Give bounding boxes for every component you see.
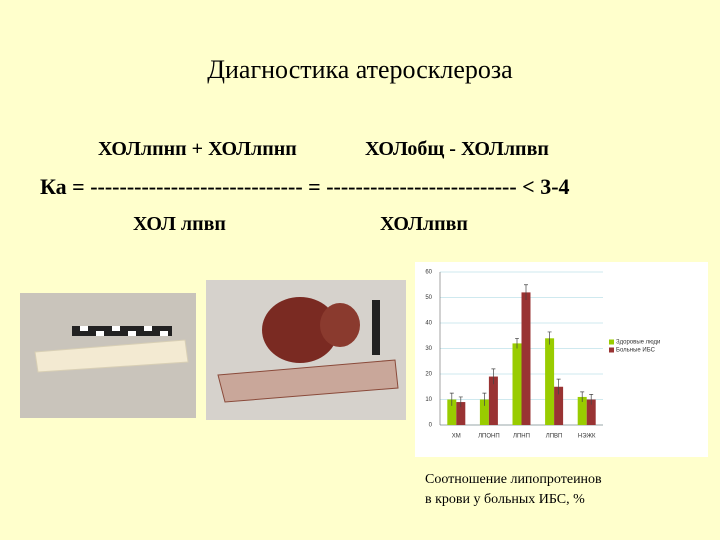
- error-bar: [580, 391, 585, 403]
- photo-right: [206, 280, 406, 420]
- x-tick-label: ЛПОНП: [478, 434, 500, 440]
- error-bar: [589, 394, 594, 405]
- photo-left: [20, 293, 196, 418]
- error-bar: [449, 392, 454, 406]
- y-tick-label: 40: [425, 321, 432, 327]
- error-bar: [482, 392, 487, 406]
- y-tick-label: 60: [425, 270, 432, 276]
- caption-line: Соотношение липопротеинов: [425, 472, 602, 487]
- numerator: ХОЛлпнп + ХОЛлпнп: [98, 138, 297, 160]
- bar: [456, 402, 466, 425]
- slide-title: Диагностика атеросклероза: [207, 55, 513, 84]
- x-tick-label: НЭЖК: [578, 434, 596, 440]
- x-tick-label: ЛПВП: [546, 434, 563, 440]
- denominator: ХОЛлпвп: [380, 213, 468, 235]
- y-tick-label: 10: [425, 397, 432, 403]
- bar: [488, 376, 498, 425]
- chart-panel: [415, 262, 708, 457]
- error-bar: [547, 331, 552, 345]
- error-bar: [491, 368, 496, 385]
- y-tick-label: 20: [425, 372, 432, 378]
- error-bar: [458, 396, 463, 408]
- legend-swatch: [609, 339, 614, 345]
- chart: 0 10 20 30 40 50 60 ХМ ЛПОНП ЛПНП ЛПВП НЭЖК Здоровые…: [425, 270, 660, 440]
- numerator: ХОЛобщ - ХОЛлпвп: [365, 138, 549, 160]
- denominator: ХОЛ лпвп: [133, 213, 226, 235]
- legend-label: Больные ИБС: [616, 348, 656, 354]
- error-bar: [524, 284, 528, 301]
- legend-label: Здоровые люди: [616, 340, 660, 346]
- bar: [586, 399, 596, 425]
- bar: [447, 399, 457, 425]
- y-tick-label: 50: [425, 295, 432, 301]
- bar: [521, 292, 531, 425]
- formula-line: Ка = ----------------------------- = ---…: [40, 174, 570, 199]
- caption-line: в крови у больных ИБС, %: [425, 492, 585, 507]
- bar: [554, 386, 564, 425]
- y-tick-label: 0: [429, 423, 433, 429]
- y-tick-label: 30: [425, 346, 432, 352]
- bar: [545, 338, 555, 425]
- bar: [577, 396, 587, 425]
- bar: [479, 399, 489, 425]
- x-tick-label: ХМ: [452, 434, 461, 440]
- x-tick-label: ЛПНП: [513, 434, 530, 440]
- legend-swatch: [609, 347, 614, 353]
- error-bar: [515, 337, 519, 349]
- error-bar: [556, 378, 561, 395]
- bar: [512, 343, 522, 425]
